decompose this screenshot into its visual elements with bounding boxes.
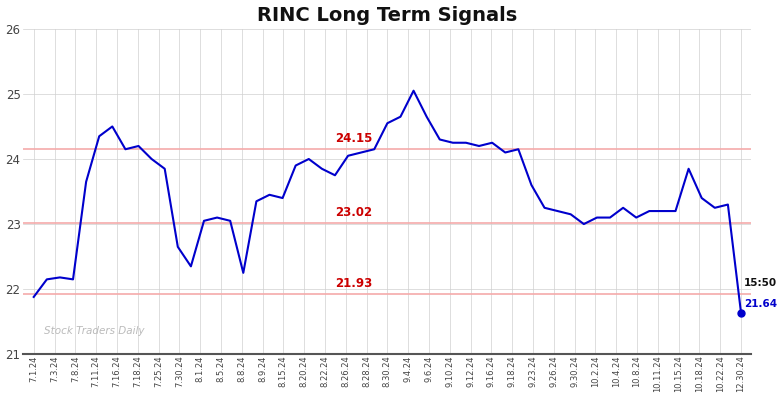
Title: RINC Long Term Signals: RINC Long Term Signals bbox=[257, 6, 517, 25]
Text: Stock Traders Daily: Stock Traders Daily bbox=[44, 326, 144, 336]
Text: 24.15: 24.15 bbox=[336, 133, 372, 145]
Text: 21.64: 21.64 bbox=[744, 299, 777, 309]
Text: 23.02: 23.02 bbox=[336, 206, 372, 219]
Text: 21.93: 21.93 bbox=[336, 277, 372, 290]
Text: 15:50: 15:50 bbox=[744, 278, 777, 288]
